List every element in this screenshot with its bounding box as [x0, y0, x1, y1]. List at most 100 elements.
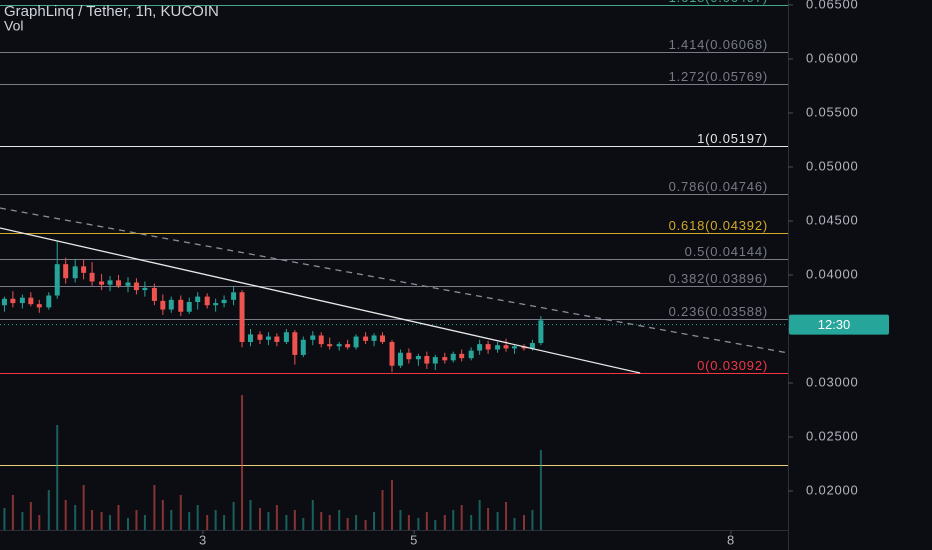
- volume-bar: [29, 502, 32, 530]
- candle-body: [265, 336, 271, 340]
- candle-body: [371, 335, 377, 341]
- volume-bar: [311, 500, 314, 530]
- volume-bar: [241, 395, 244, 530]
- volume-label: Vol: [4, 18, 23, 34]
- volume-bar: [381, 490, 384, 530]
- volume-bar: [443, 515, 446, 530]
- candle-body: [432, 357, 438, 364]
- fib-label: 1.414(0.06068): [669, 37, 768, 52]
- volume-bar: [214, 510, 217, 530]
- candle-body: [379, 335, 385, 342]
- volume-bar: [346, 518, 349, 530]
- candle-body: [300, 339, 306, 355]
- trendline: [0, 227, 641, 374]
- volume-bar: [135, 510, 138, 530]
- fib-label: 0.786(0.04746): [669, 179, 768, 194]
- volume-bar: [496, 512, 499, 530]
- volume-bar: [47, 490, 50, 530]
- fib-label: 0.618(0.04392): [669, 218, 768, 233]
- candle-body: [36, 304, 42, 308]
- volume-bar: [478, 500, 481, 530]
- fib-label: 0.236(0.03588): [669, 304, 768, 319]
- volume-bar: [434, 520, 437, 530]
- volume-bar: [249, 500, 252, 530]
- volume-bar: [143, 515, 146, 530]
- candle-layer: [1, 241, 544, 373]
- volume-bar: [452, 510, 455, 530]
- fib-label: 0.5(0.04144): [685, 244, 768, 259]
- candle-body: [195, 296, 201, 302]
- candle-body: [389, 341, 395, 366]
- candle-body: [468, 350, 474, 359]
- candle-body: [63, 264, 69, 279]
- volume-bar: [399, 510, 402, 530]
- volume-bar: [425, 512, 428, 530]
- candle-body: [151, 287, 157, 301]
- candle-body: [115, 280, 121, 286]
- volume-bar: [531, 510, 534, 530]
- candle-body: [1, 298, 7, 306]
- volume-bar: [522, 515, 525, 530]
- y-tick-label: 0.02500: [806, 428, 859, 443]
- volume-bar: [505, 502, 508, 530]
- y-tick-label: 0.03000: [806, 374, 859, 389]
- volume-bar: [206, 515, 209, 530]
- volume-bar: [153, 485, 156, 530]
- fib-label: 1.618(0.06497): [669, 0, 768, 5]
- candle-body: [125, 282, 131, 286]
- volume-bar: [91, 510, 94, 530]
- countdown-label: 12:30: [818, 317, 851, 332]
- volume-bar: [293, 510, 296, 530]
- candle-body: [538, 320, 544, 344]
- candle-body: [231, 292, 237, 300]
- candle-body: [204, 296, 210, 306]
- candle-body: [274, 336, 280, 342]
- volume-bar: [417, 518, 420, 530]
- volume-bar: [74, 505, 77, 530]
- volume-bar: [232, 502, 235, 530]
- volume-bar: [390, 480, 393, 530]
- volume-bar: [513, 518, 516, 530]
- volume-bar: [64, 500, 67, 530]
- trendline: [0, 207, 789, 354]
- candle-body: [10, 298, 16, 304]
- y-tick-label: 0.05000: [806, 158, 859, 173]
- volume-bar: [100, 512, 103, 530]
- volume-bar: [460, 505, 463, 530]
- candle-body: [72, 266, 78, 279]
- candle-body: [89, 272, 95, 282]
- candle-body: [99, 281, 105, 285]
- countdown-box: [789, 314, 889, 335]
- volume-bar: [407, 515, 410, 530]
- volume-bar: [355, 515, 358, 530]
- fib-label: 0(0.03092): [697, 358, 768, 373]
- y-tick-label: 0.05500: [806, 104, 859, 119]
- candle-body: [213, 303, 219, 306]
- candle-body: [133, 282, 139, 291]
- candle-body: [459, 353, 465, 359]
- volume-bar: [179, 495, 182, 530]
- candle-body: [503, 345, 509, 349]
- volume-bar: [338, 510, 341, 530]
- candle-body: [318, 335, 324, 345]
- volume-bar: [117, 505, 120, 530]
- candle-body: [397, 352, 403, 366]
- overlay-layer: [0, 207, 789, 374]
- x-tick-label: 3: [199, 532, 207, 547]
- volume-bar: [320, 512, 323, 530]
- volume-bar: [21, 512, 24, 530]
- volume-bar: [373, 512, 376, 530]
- candle-body: [221, 299, 227, 304]
- candle-body: [28, 297, 34, 305]
- y-tick-label: 0.02000: [806, 482, 859, 497]
- candle-body: [178, 299, 184, 312]
- candle-body: [345, 344, 351, 348]
- candle-body: [363, 336, 369, 341]
- candle-body: [186, 301, 192, 312]
- candle-body: [168, 299, 174, 310]
- x-tick-label: 5: [410, 532, 418, 547]
- candle-body: [239, 292, 245, 342]
- candle-body: [336, 344, 342, 347]
- candle-body: [283, 332, 289, 342]
